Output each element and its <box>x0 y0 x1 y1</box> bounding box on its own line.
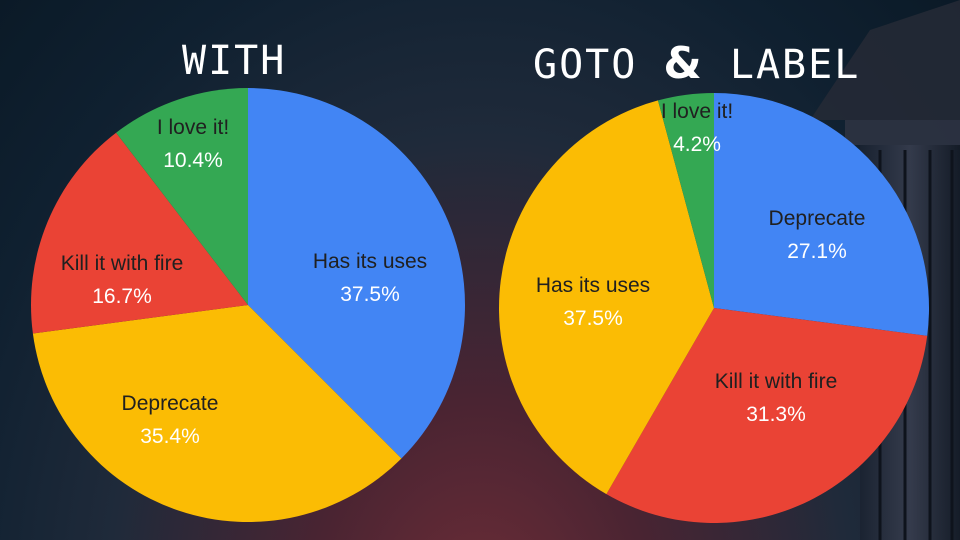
slice-label: Has its uses <box>536 274 650 297</box>
chart-title-part1: GOTO <box>533 42 638 88</box>
chart-title-ampersand: & <box>663 38 704 89</box>
slice-label: Deprecate <box>122 392 219 415</box>
slice-value-label: 37.5% <box>563 307 623 330</box>
slice-value-label: 27.1% <box>787 240 847 263</box>
slice-label: I love it! <box>157 116 229 139</box>
pie-slice-has-its-uses <box>248 88 465 459</box>
pie-slice-i-love-it <box>116 88 248 305</box>
pie-slice-kill-it-with-fire <box>606 308 928 523</box>
slice-label: Kill it with fire <box>61 252 184 275</box>
chart-title-part2: LABEL <box>729 42 861 88</box>
slice-value-label: 37.5% <box>340 283 400 306</box>
pie-slice-deprecate <box>32 305 402 522</box>
pie-slice-kill-it-with-fire <box>31 132 248 334</box>
slice-label: Has its uses <box>313 250 427 273</box>
slice-label: Kill it with fire <box>715 370 838 393</box>
pie-slice-has-its-uses <box>499 100 714 495</box>
slice-label: I love it! <box>661 100 733 123</box>
chart-title-text: WITH <box>182 38 287 84</box>
slice-value-label: 16.7% <box>92 285 152 308</box>
slice-value-label: 4.2% <box>673 133 721 156</box>
chart-title-goto-label: GOTO & LABEL <box>533 38 860 89</box>
pie-slice-i-love-it <box>657 93 714 308</box>
pie-slice-deprecate <box>714 92 929 336</box>
slice-value-label: 10.4% <box>163 149 223 172</box>
slice-value-label: 35.4% <box>140 425 200 448</box>
slice-value-label: 31.3% <box>746 403 806 426</box>
chart-title-with: WITH <box>182 38 286 84</box>
slice-label: Deprecate <box>769 207 866 230</box>
